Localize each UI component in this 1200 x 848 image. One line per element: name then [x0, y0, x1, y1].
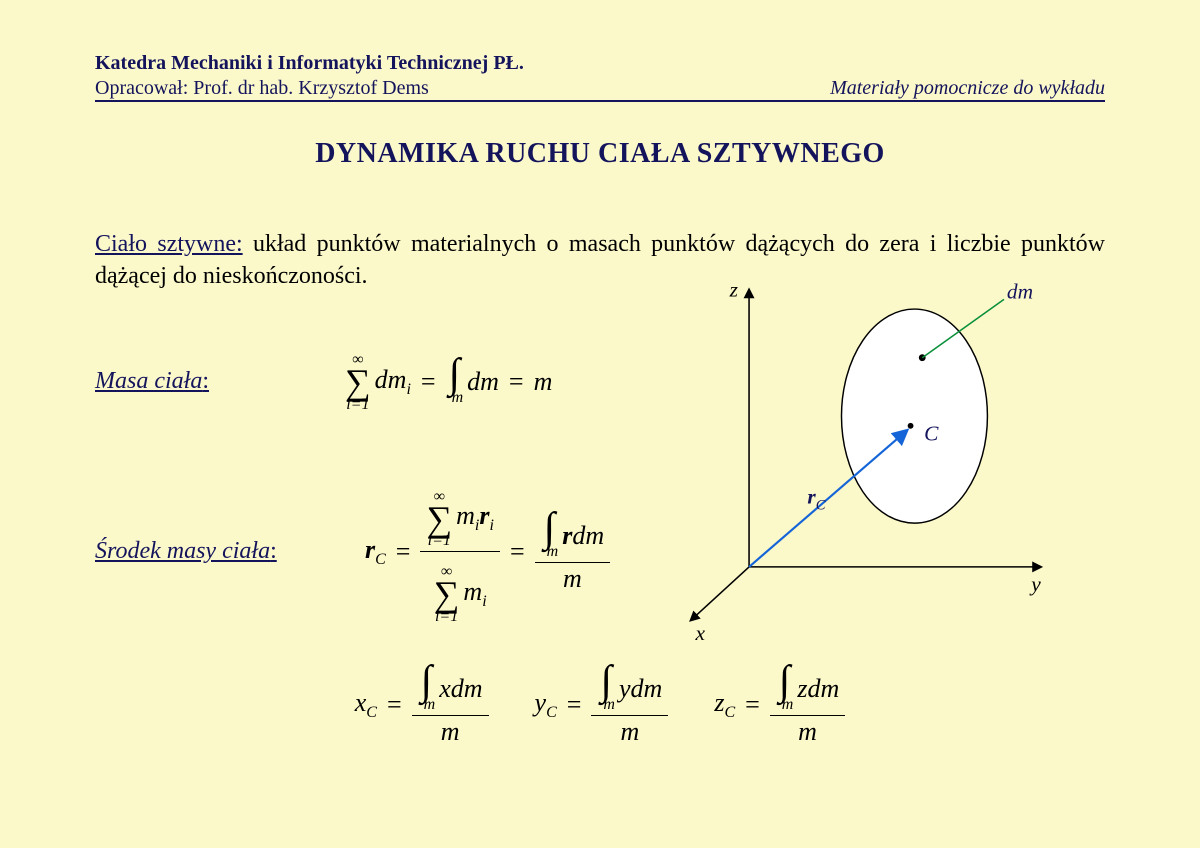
integral-icon: ∫ m — [446, 358, 464, 406]
label-x: x — [695, 621, 706, 645]
mass-label: Masa ciała: — [95, 368, 209, 394]
row-xyz: xC = ∫m xdm m yC = ∫m ydm m — [95, 663, 1105, 747]
rigid-body-diagram: z y x C dm rC — [685, 275, 1105, 635]
formula-yC: yC = ∫m ydm m — [535, 663, 669, 747]
rigid-body-shape — [841, 309, 987, 523]
formula-zC: zC = ∫m zdm m — [714, 663, 845, 747]
axis-x — [691, 567, 749, 621]
header-author: Opracował: Prof. dr hab. Krzysztof Dems — [95, 77, 429, 100]
label-z: z — [729, 277, 739, 301]
label-C: C — [924, 421, 939, 445]
label-rC: rC — [807, 485, 825, 514]
header-right: Materiały pomocnicze do wykładu — [830, 77, 1105, 100]
label-y: y — [1029, 572, 1041, 596]
page: Katedra Mechaniki i Informatyki Technicz… — [0, 0, 1200, 848]
formula-rC: rC = ∞ ∑ i=1 miri — [365, 477, 610, 628]
sigma-icon: ∞ ∑ i=1 — [345, 352, 371, 413]
header-row: Opracował: Prof. dr hab. Krzysztof Dems … — [95, 77, 1105, 102]
label-dm: dm — [1007, 279, 1033, 303]
header-dept: Katedra Mechaniki i Informatyki Technicz… — [95, 52, 1105, 75]
formula-mass: ∞ ∑ i=1 dmi = ∫ m dm = m — [345, 352, 552, 413]
definition-label: Ciało sztywne: — [95, 231, 243, 257]
formula-xC: xC = ∫m xdm m — [355, 663, 489, 747]
point-C — [908, 423, 914, 429]
center-label: Środek masy ciała: — [95, 538, 277, 564]
page-title: DYNAMIKA RUCHU CIAŁA SZTYWNEGO — [95, 138, 1105, 170]
